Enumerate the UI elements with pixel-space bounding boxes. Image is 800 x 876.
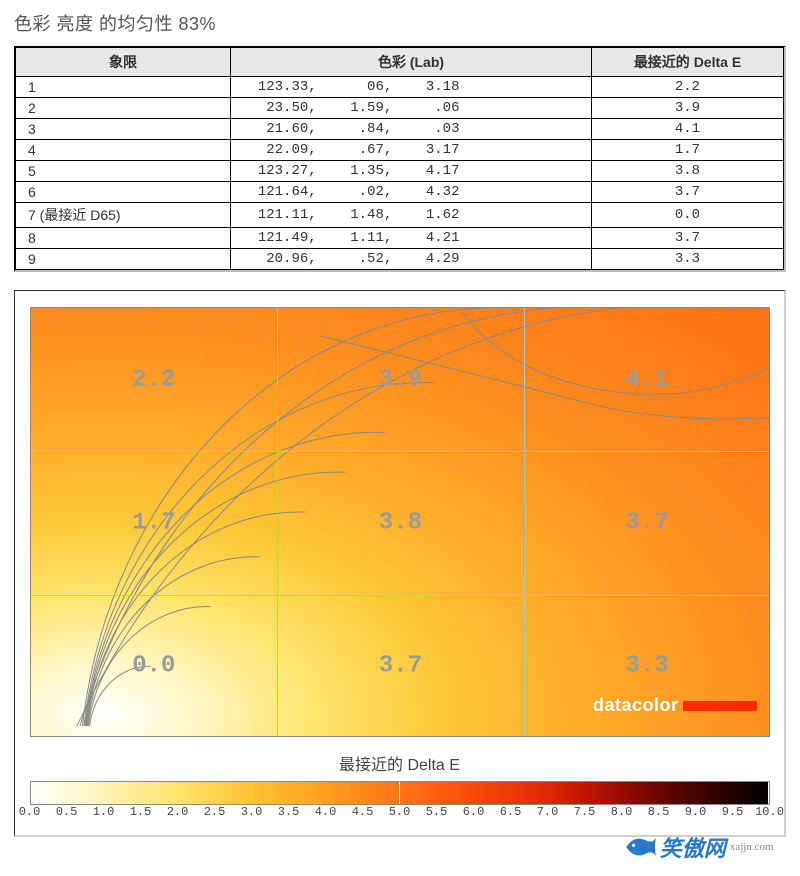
lab-table: 象限色彩 (Lab)最接近的 Delta E 1 123.33, 06, 3.1… xyxy=(14,46,786,272)
colorbar-tick-label: 10.0 xyxy=(755,805,784,819)
colorbar-tick-label: 6.0 xyxy=(463,805,485,819)
col-header: 象限 xyxy=(16,48,231,77)
contour-cell-value: 3.3 xyxy=(626,653,669,680)
colorbar-tick-label: 5.5 xyxy=(426,805,448,819)
watermark-text: datacolor xyxy=(593,695,679,716)
cell-quadrant: 6 xyxy=(16,182,231,203)
col-header: 色彩 (Lab) xyxy=(231,48,592,77)
colorbar-tick-label: 3.0 xyxy=(241,805,263,819)
contour-cell-value: 3.9 xyxy=(379,366,422,393)
cell-lab: 21.60, .84, .03 xyxy=(231,119,592,140)
cell-quadrant: 3 xyxy=(16,119,231,140)
cell-quadrant: 2 xyxy=(16,98,231,119)
contour-cell-value: 3.7 xyxy=(379,653,422,680)
cell-lab: 123.27, 1.35, 4.17 xyxy=(231,161,592,182)
colorbar-tick-label: 4.0 xyxy=(315,805,337,819)
contour-cell-value: 3.7 xyxy=(626,510,669,537)
watermark-bar xyxy=(683,701,757,711)
table-row: 9 20.96, .52, 4.293.3 xyxy=(16,249,784,270)
colorbar-tick-label: 8.5 xyxy=(648,805,670,819)
cell-quadrant: 9 xyxy=(16,249,231,270)
cell-delta: 3.7 xyxy=(591,228,783,249)
table-row: 5 123.27, 1.35, 4.173.8 xyxy=(16,161,784,182)
colorbar-tick-label: 0.0 xyxy=(19,805,41,819)
cell-delta: 1.7 xyxy=(591,140,783,161)
cell-quadrant: 7 (最接近 D65) xyxy=(16,203,231,228)
cell-quadrant: 1 xyxy=(16,77,231,98)
table-row: 2 23.50, 1.59, .063.9 xyxy=(16,98,784,119)
cell-lab: 121.49, 1.11, 4.21 xyxy=(231,228,592,249)
colorbar-tick-label: 9.5 xyxy=(722,805,744,819)
colorbar-tick-label: 9.0 xyxy=(685,805,707,819)
colorbar-tick-label: 7.5 xyxy=(574,805,596,819)
colorbar-tick-label: 2.0 xyxy=(167,805,189,819)
site-logo: 笑傲网 xajjn.com xyxy=(624,831,774,863)
cell-lab: 121.64, .02, 4.32 xyxy=(231,182,592,203)
cell-lab: 22.09, .67, 3.17 xyxy=(231,140,592,161)
colorbar-tick-label: 4.5 xyxy=(352,805,374,819)
colorbar-tick-label: 8.0 xyxy=(611,805,633,819)
cell-delta: 0.0 xyxy=(591,203,783,228)
datacolor-watermark: datacolor xyxy=(593,695,757,716)
contour-chart: datacolor 2.2 3.9 4.1 1.7 3.8 3.7 0.0 3.7 3.3 最接… xyxy=(14,290,786,837)
page-title: 色彩 亮度 的均匀性 83% xyxy=(14,10,786,36)
table-row: 3 21.60, .84, .034.1 xyxy=(16,119,784,140)
colorbar-tick-label: 6.5 xyxy=(500,805,522,819)
table-row: 4 22.09, .67, 3.171.7 xyxy=(16,140,784,161)
cell-delta: 3.3 xyxy=(591,249,783,270)
table-row: 7 (最接近 D65) 121.11, 1.48, 1.620.0 xyxy=(16,203,784,228)
table-row: 6 121.64, .02, 4.323.7 xyxy=(16,182,784,203)
colorbar: 0.00.51.01.52.02.53.03.54.04.55.05.56.06… xyxy=(30,781,770,825)
chart-caption: 最接近的 Delta E xyxy=(25,751,774,775)
colorbar-tick-label: 5.0 xyxy=(389,805,411,819)
cell-delta: 3.7 xyxy=(591,182,783,203)
contour-cell-value: 1.7 xyxy=(132,510,175,537)
cell-lab: 123.33, 06, 3.18 xyxy=(231,77,592,98)
cell-delta: 4.1 xyxy=(591,119,783,140)
cell-lab: 23.50, 1.59, .06 xyxy=(231,98,592,119)
cell-delta: 3.8 xyxy=(591,161,783,182)
colorbar-tick-label: 3.5 xyxy=(278,805,300,819)
fish-icon xyxy=(624,833,658,861)
colorbar-tick-label: 2.5 xyxy=(204,805,226,819)
colorbar-tick-label: 1.5 xyxy=(130,805,152,819)
cell-delta: 2.2 xyxy=(591,77,783,98)
cell-delta: 3.9 xyxy=(591,98,783,119)
colorbar-tick-label: 0.5 xyxy=(56,805,78,819)
cell-lab: 20.96, .52, 4.29 xyxy=(231,249,592,270)
colorbar-tick-label: 1.0 xyxy=(93,805,115,819)
cell-quadrant: 8 xyxy=(16,228,231,249)
table-row: 8 121.49, 1.11, 4.213.7 xyxy=(16,228,784,249)
contour-cell-value: 2.2 xyxy=(132,366,175,393)
cell-lab: 121.11, 1.48, 1.62 xyxy=(231,203,592,228)
colorbar-tick-label: 7.0 xyxy=(537,805,559,819)
contour-cell-value: 4.1 xyxy=(626,366,669,393)
cell-quadrant: 5 xyxy=(16,161,231,182)
contour-cell-value: 0.0 xyxy=(132,653,175,680)
contour-cell-value: 3.8 xyxy=(379,510,422,537)
table-row: 1 123.33, 06, 3.182.2 xyxy=(16,77,784,98)
cell-quadrant: 4 xyxy=(16,140,231,161)
col-header: 最接近的 Delta E xyxy=(591,48,783,77)
